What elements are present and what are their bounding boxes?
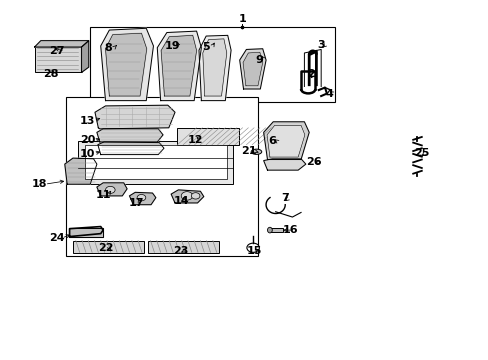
Bar bbox=[78, 141, 233, 184]
Text: 8: 8 bbox=[104, 43, 112, 53]
Polygon shape bbox=[239, 49, 265, 89]
Text: 16: 16 bbox=[282, 225, 297, 235]
Text: 27: 27 bbox=[49, 46, 64, 56]
Polygon shape bbox=[129, 192, 156, 205]
Polygon shape bbox=[171, 190, 203, 203]
Text: 9: 9 bbox=[254, 55, 262, 65]
Bar bbox=[177, 128, 238, 145]
Text: 1: 1 bbox=[238, 14, 245, 24]
Circle shape bbox=[105, 186, 115, 193]
Text: 21: 21 bbox=[241, 146, 257, 156]
Text: 18: 18 bbox=[32, 179, 47, 189]
Polygon shape bbox=[266, 125, 304, 157]
Text: 24: 24 bbox=[49, 233, 64, 243]
Text: 14: 14 bbox=[173, 196, 189, 206]
Bar bbox=[66, 97, 257, 256]
Circle shape bbox=[191, 193, 200, 199]
Text: 23: 23 bbox=[173, 246, 188, 256]
Text: 13: 13 bbox=[80, 116, 95, 126]
Polygon shape bbox=[97, 183, 127, 196]
Text: 22: 22 bbox=[98, 243, 113, 253]
Polygon shape bbox=[68, 228, 103, 237]
Text: 15: 15 bbox=[246, 246, 261, 256]
Polygon shape bbox=[263, 122, 308, 159]
Text: 12: 12 bbox=[187, 135, 203, 145]
Text: 6: 6 bbox=[268, 136, 276, 146]
Text: 2: 2 bbox=[306, 69, 314, 79]
Polygon shape bbox=[157, 31, 201, 100]
Bar bbox=[35, 47, 81, 72]
Text: 26: 26 bbox=[305, 157, 321, 167]
Text: 7: 7 bbox=[281, 193, 288, 203]
Text: 28: 28 bbox=[42, 69, 58, 79]
Text: 19: 19 bbox=[164, 41, 180, 51]
Text: 3: 3 bbox=[317, 40, 325, 50]
Circle shape bbox=[246, 243, 259, 252]
Polygon shape bbox=[101, 28, 153, 100]
Bar bbox=[85, 145, 226, 179]
Text: 5: 5 bbox=[202, 42, 209, 52]
Polygon shape bbox=[243, 52, 262, 86]
Polygon shape bbox=[161, 35, 196, 96]
Text: 25: 25 bbox=[413, 148, 428, 158]
Text: 10: 10 bbox=[80, 149, 95, 158]
Polygon shape bbox=[263, 159, 305, 170]
Polygon shape bbox=[97, 129, 163, 142]
Ellipse shape bbox=[267, 227, 272, 233]
Polygon shape bbox=[95, 105, 175, 129]
Text: 4: 4 bbox=[325, 89, 333, 99]
Bar bbox=[73, 241, 143, 253]
Polygon shape bbox=[105, 33, 146, 96]
Bar bbox=[147, 241, 218, 253]
Polygon shape bbox=[64, 158, 97, 184]
Ellipse shape bbox=[251, 149, 261, 154]
Polygon shape bbox=[199, 35, 231, 100]
Bar bbox=[90, 27, 334, 102]
Text: 11: 11 bbox=[95, 190, 111, 200]
Circle shape bbox=[137, 194, 145, 201]
Text: 17: 17 bbox=[129, 198, 144, 208]
Bar bbox=[269, 228, 283, 232]
Text: 20: 20 bbox=[80, 135, 95, 145]
Polygon shape bbox=[81, 41, 89, 72]
Polygon shape bbox=[35, 41, 89, 47]
Circle shape bbox=[181, 192, 192, 200]
Polygon shape bbox=[98, 142, 163, 154]
Polygon shape bbox=[203, 39, 226, 96]
